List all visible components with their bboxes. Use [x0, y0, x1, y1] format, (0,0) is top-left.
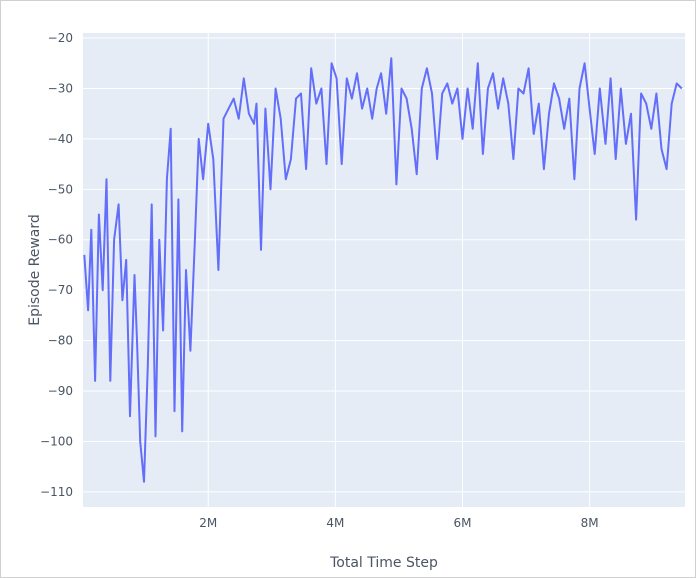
plot-area-background	[83, 33, 685, 507]
y-tick-label: −60	[48, 233, 73, 247]
y-tick-label: −90	[48, 384, 73, 398]
y-tick-label: −20	[48, 31, 73, 45]
y-tick-label: −30	[48, 81, 73, 95]
y-tick-label: −100	[40, 434, 73, 448]
x-tick-label: 8M	[581, 516, 599, 530]
episode-reward-series-line	[83, 57, 683, 483]
x-tick-label: 6M	[454, 516, 472, 530]
series-layer	[83, 57, 683, 483]
x-axis-ticks: 2M 4M 6M 8M	[199, 516, 598, 530]
y-tick-label: −110	[40, 485, 73, 499]
x-tick-label: 2M	[199, 516, 217, 530]
x-axis-title: Total Time Step	[329, 555, 438, 571]
y-tick-label: −70	[48, 283, 73, 297]
y-axis-ticks: −110 −100 −90 −80 −70 −60 −50 −40 −30 −20	[40, 31, 73, 499]
y-axis-title: Episode Reward	[27, 214, 43, 326]
y-tick-label: −50	[48, 182, 73, 196]
y-tick-label: −40	[48, 132, 73, 146]
x-tick-label: 4M	[326, 516, 344, 530]
y-tick-label: −80	[48, 334, 73, 348]
